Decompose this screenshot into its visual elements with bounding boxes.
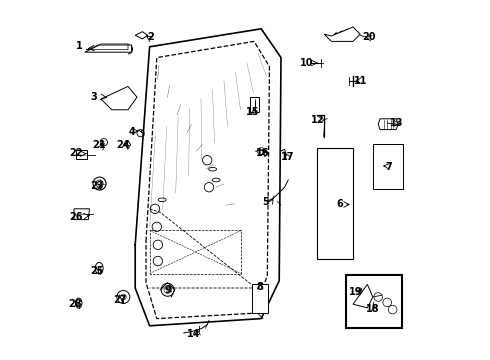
- Polygon shape: [324, 27, 360, 41]
- Circle shape: [345, 30, 350, 35]
- Text: 28: 28: [68, 299, 82, 309]
- Text: 9: 9: [165, 285, 172, 295]
- Text: 26: 26: [69, 212, 82, 222]
- Text: 19: 19: [349, 287, 363, 297]
- Text: 27: 27: [113, 295, 126, 305]
- Circle shape: [334, 33, 340, 39]
- Text: 21: 21: [92, 140, 105, 150]
- Circle shape: [339, 31, 345, 37]
- Polygon shape: [101, 86, 137, 110]
- Text: 13: 13: [390, 118, 403, 128]
- Text: 20: 20: [363, 32, 376, 42]
- Text: 11: 11: [353, 76, 367, 86]
- Polygon shape: [252, 284, 269, 313]
- Text: 16: 16: [255, 148, 269, 158]
- Text: 23: 23: [91, 181, 104, 191]
- Polygon shape: [317, 148, 353, 259]
- Text: 12: 12: [311, 114, 325, 125]
- Text: 1: 1: [76, 41, 83, 51]
- Polygon shape: [373, 144, 403, 189]
- Text: 2: 2: [147, 32, 154, 42]
- Polygon shape: [76, 150, 87, 159]
- Text: 3: 3: [91, 92, 97, 102]
- Text: 6: 6: [336, 199, 343, 210]
- Polygon shape: [74, 209, 90, 220]
- Text: 10: 10: [300, 58, 314, 68]
- Text: 25: 25: [91, 266, 104, 276]
- Text: 5: 5: [263, 197, 270, 207]
- Polygon shape: [85, 45, 132, 52]
- Text: 18: 18: [367, 304, 380, 314]
- Bar: [346, 275, 402, 328]
- Polygon shape: [378, 119, 398, 130]
- Polygon shape: [250, 97, 259, 112]
- Text: 17: 17: [281, 152, 294, 162]
- Polygon shape: [353, 284, 373, 308]
- Polygon shape: [135, 32, 148, 39]
- Text: 15: 15: [245, 107, 259, 117]
- Text: 24: 24: [117, 140, 130, 150]
- Text: 8: 8: [257, 282, 264, 292]
- Text: 14: 14: [187, 329, 200, 339]
- Text: 7: 7: [386, 162, 392, 172]
- Text: 4: 4: [128, 127, 135, 137]
- Text: 22: 22: [69, 148, 82, 158]
